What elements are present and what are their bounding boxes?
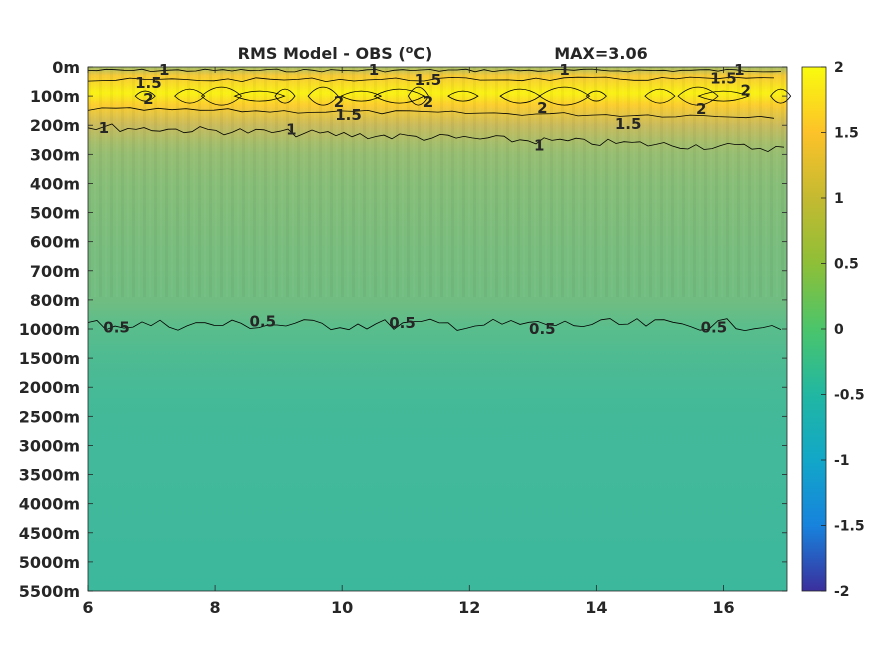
contour-2-loop [585, 90, 607, 102]
y-axis: 0m 100m 200m 300m 400m 500m 600m 700m 800m 1000m 1… [19, 58, 787, 601]
y-tick-label: 2500m [19, 407, 80, 426]
plot-area: 1 1 1 11.5 1.5 1.52 2 2 2 221.5 1.51 110.5 0.5 0.5 0.5… [87, 61, 792, 592]
colorbar-tick-label: 0.5 [834, 257, 859, 273]
y-tick-label: 3500m [19, 466, 80, 485]
y-tick-label: 500m [30, 204, 80, 223]
contour-0_5 [87, 318, 782, 332]
y-tick-label: 4500m [19, 524, 80, 543]
colorbar-tick-label: 2 [834, 60, 844, 76]
max-label: MAX=3.06 [554, 44, 648, 63]
chart-title: RMS Model - OBS (oC) [238, 43, 433, 63]
contour-label: 0.5 [701, 319, 728, 337]
contour-2-loop [340, 90, 383, 102]
chart-title-unit-sup: o [406, 43, 414, 56]
y-tick-label: 1000m [19, 320, 80, 339]
contour-label: 1 [534, 137, 544, 155]
y-tick-label: 5500m [19, 582, 80, 601]
contour-label: 1 [159, 61, 169, 79]
y-tick-label: 300m [30, 145, 80, 164]
y-tick-label: 1500m [19, 349, 80, 368]
contour-label: 1 [369, 61, 379, 79]
contour-label: 0.5 [249, 313, 276, 331]
y-tick-label: 600m [30, 233, 80, 252]
contour-2-loop [274, 88, 296, 104]
contour-1-upper [87, 68, 782, 73]
contour-2-loop [134, 90, 156, 102]
contour-2-loop [447, 90, 479, 102]
contour-label: 0.5 [529, 320, 556, 338]
y-tick-label: 5000m [19, 553, 80, 572]
contour-label: 1 [559, 61, 569, 79]
contour-label: 1.5 [335, 106, 362, 124]
y-tick-label: 0m [52, 58, 80, 77]
colorbar-tick-label: 0 [834, 322, 844, 338]
colorbar-tick-label: 1.5 [834, 126, 859, 142]
x-tick-label: 16 [712, 598, 734, 617]
chart-title-text: RMS Model - OBS ( [238, 44, 406, 63]
x-tick-label: 12 [458, 598, 480, 617]
contour-label: 1.5 [710, 70, 737, 88]
contour-label: 1 [99, 119, 109, 137]
contour-label: 1 [286, 121, 296, 139]
x-tick-label: 10 [331, 598, 353, 617]
contour-2-loop [174, 88, 206, 104]
x-tick-label: 8 [210, 598, 221, 617]
y-tick-label: 4000m [19, 495, 80, 514]
contour-label: 2 [334, 93, 344, 111]
contour-label: 2 [423, 93, 433, 111]
colorbar-tick-label: -2 [834, 584, 850, 600]
contour-label: 2 [143, 90, 153, 108]
contour-label: 0.5 [389, 314, 416, 332]
contour-labels: 1 1 1 11.5 1.5 1.52 2 2 2 221.5 1.51 110.5 0.5 0.5 0.5… [99, 61, 751, 338]
contour-2-loop [770, 88, 792, 104]
contour-label: 1.5 [615, 115, 642, 133]
y-tick-label: 200m [30, 116, 80, 135]
contour-2-loop [307, 86, 339, 106]
colorbar-ticks: 2 1.5 1 0.5 0 -0.5 -1 -1.5 -2 [821, 60, 865, 600]
contour-label: 1.5 [415, 71, 442, 89]
contour-2-loop [644, 88, 676, 104]
colorbar-tick-label: -0.5 [834, 388, 865, 404]
x-tick-label: 6 [82, 598, 93, 617]
colorbar-tick-label: -1 [834, 453, 850, 469]
contour-1-lower [87, 123, 785, 153]
contour-2-loop [373, 88, 426, 104]
contour-label: 2 [537, 99, 547, 117]
y-tick-label: 800m [30, 291, 80, 310]
contour-label: 2 [740, 81, 750, 99]
y-tick-label: 2000m [19, 378, 80, 397]
contour-2-loop [697, 90, 750, 102]
heatmap-texture [88, 67, 787, 297]
contour-2-loop [407, 86, 429, 106]
contour-2-loop [200, 86, 243, 106]
y-tick-label: 100m [30, 87, 80, 106]
contour-2-loop [677, 86, 719, 106]
chart-title-unit-tail: C) [413, 44, 432, 63]
contour-label: 2 [696, 100, 706, 118]
contour-2-loop [233, 90, 286, 102]
x-axis: 6 8 10 12 14 16 [82, 67, 735, 617]
y-tick-label: 3000m [19, 436, 80, 455]
contour-label: 1 [734, 61, 744, 79]
colorbar-tick-label: 1 [834, 191, 844, 207]
contour-2-loop [538, 86, 591, 106]
contour-label: 1.5 [135, 74, 162, 92]
contour-1_5-upper [87, 76, 775, 83]
colorbar-tick-label: -1.5 [834, 519, 865, 535]
x-tick-label: 14 [585, 598, 607, 617]
contour-lines [87, 68, 792, 332]
colorbar: 2 1.5 1 0.5 0 -0.5 -1 -1.5 -2 [801, 60, 865, 600]
y-tick-label: 700m [30, 262, 80, 281]
contour-1_5-lower [87, 107, 775, 119]
contour-label: 0.5 [103, 319, 130, 337]
y-tick-label: 400m [30, 174, 80, 193]
